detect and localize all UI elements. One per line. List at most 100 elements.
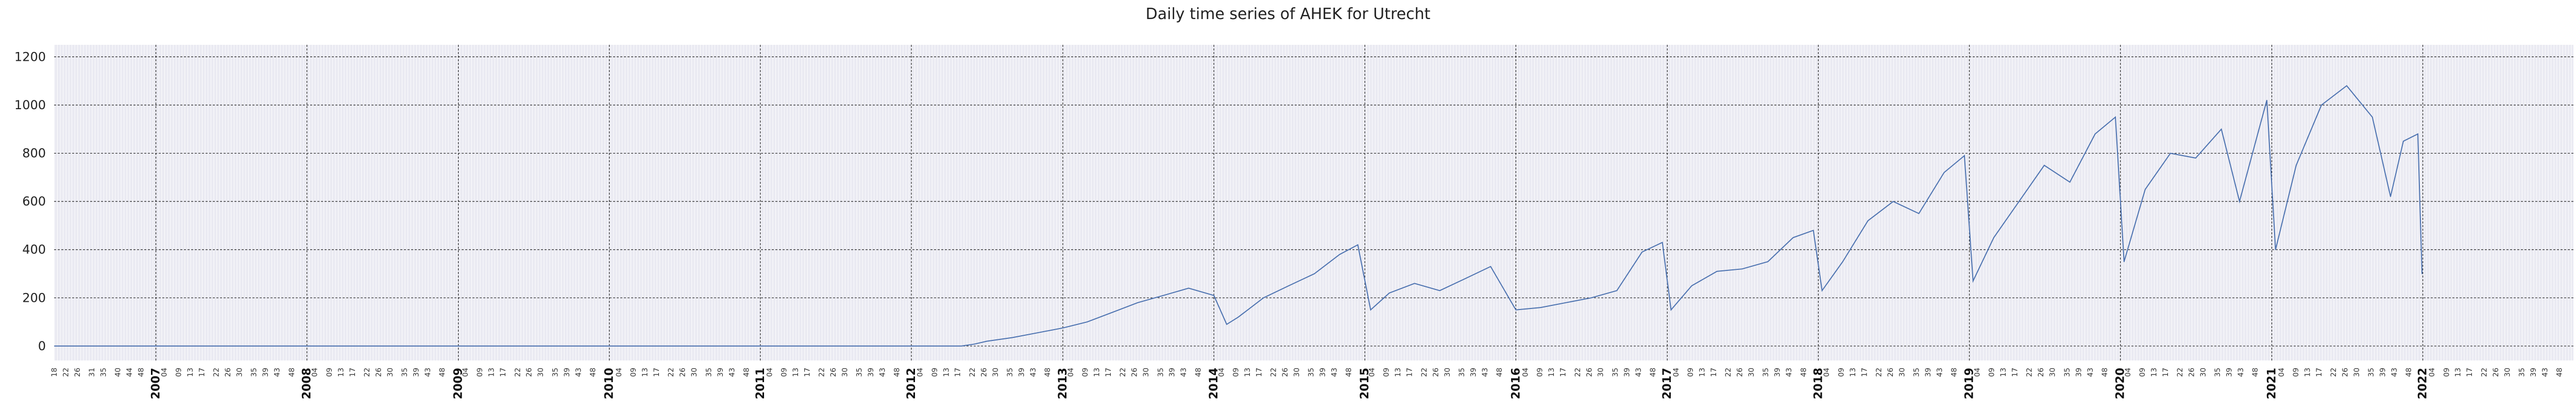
data-point bbox=[1964, 155, 1965, 157]
week-tick-label: 09 bbox=[2139, 368, 2147, 377]
week-tick-label: 17 bbox=[1560, 368, 1568, 377]
week-tick-label: 48 bbox=[2251, 368, 2260, 377]
week-tick-label: 09 bbox=[1988, 368, 1996, 377]
week-tick-label: 39 bbox=[2379, 368, 2387, 377]
week-tick-label: 17 bbox=[803, 368, 811, 377]
week-tick-label: 22 bbox=[2330, 368, 2338, 377]
week-tick-label: 17 bbox=[2466, 368, 2474, 377]
data-point bbox=[2296, 165, 2297, 166]
week-tick-label: 35 bbox=[551, 368, 560, 377]
week-tick-label: 43 bbox=[2541, 368, 2549, 377]
week-tick-label: 43 bbox=[1029, 368, 1038, 377]
data-point bbox=[2195, 158, 2196, 159]
y-tick-label: 1200 bbox=[14, 49, 46, 64]
week-tick-label: 39 bbox=[413, 368, 421, 377]
data-point bbox=[1370, 309, 1371, 311]
week-tick-label: 22 bbox=[1724, 368, 1733, 377]
week-tick-label: 48 bbox=[2101, 368, 2109, 377]
data-point bbox=[2019, 201, 2020, 202]
data-point bbox=[986, 340, 987, 342]
week-tick-label: 35 bbox=[2063, 368, 2072, 377]
week-tick-label: 35 bbox=[250, 368, 259, 377]
week-tick-label: 17 bbox=[1406, 368, 1414, 377]
week-tick-label: 35 bbox=[99, 368, 108, 377]
week-tick-label: 04 bbox=[1368, 368, 1377, 377]
week-tick-label: 26 bbox=[980, 368, 988, 377]
week-tick-label: 09 bbox=[630, 368, 638, 377]
data-point bbox=[1943, 172, 1945, 173]
data-point bbox=[2417, 133, 2418, 134]
week-tick-label: 31 bbox=[88, 368, 96, 377]
week-tick-label: 48 bbox=[1649, 368, 1657, 377]
week-tick-label: 13 bbox=[187, 368, 195, 377]
data-point bbox=[2094, 133, 2096, 134]
year-tick-label: 2015 bbox=[1359, 368, 1371, 399]
week-tick-label: 26 bbox=[375, 368, 383, 377]
week-tick-label: 39 bbox=[262, 368, 270, 377]
week-tick-label: 17 bbox=[198, 368, 207, 377]
week-tick-label: 39 bbox=[1774, 368, 1782, 377]
week-tick-label: 30 bbox=[1748, 368, 1756, 377]
week-tick-label: 13 bbox=[488, 368, 496, 377]
week-tick-label: 39 bbox=[1623, 368, 1631, 377]
week-tick-label: 09 bbox=[931, 368, 939, 377]
week-tick-label: 17 bbox=[954, 368, 962, 377]
week-tick-label: 04 bbox=[1217, 368, 1226, 377]
data-point bbox=[961, 346, 962, 347]
week-tick-label: 43 bbox=[2237, 368, 2245, 377]
week-tick-label: 43 bbox=[1481, 368, 1489, 377]
week-tick-label: 39 bbox=[2075, 368, 2083, 377]
data-point bbox=[1892, 201, 1894, 202]
week-tick-label: 30 bbox=[2049, 368, 2057, 377]
week-tick-label: 35 bbox=[1913, 368, 1921, 377]
week-tick-label: 35 bbox=[705, 368, 713, 377]
week-tick-label: 39 bbox=[717, 368, 725, 377]
week-tick-label: 22 bbox=[2026, 368, 2034, 377]
week-tick-label: 13 bbox=[2150, 368, 2158, 377]
week-tick-label: 30 bbox=[1142, 368, 1150, 377]
week-tick-label: 04 bbox=[2278, 368, 2286, 377]
week-tick-label: 22 bbox=[1119, 368, 1127, 377]
week-tick-label: 35 bbox=[1308, 368, 1316, 377]
week-tick-label: 22 bbox=[514, 368, 522, 377]
week-tick-label: 43 bbox=[424, 368, 432, 377]
plot-area bbox=[54, 45, 2573, 360]
data-point bbox=[2170, 152, 2171, 154]
data-point bbox=[1288, 285, 1290, 286]
week-tick-label: 26 bbox=[1281, 368, 1290, 377]
week-tick-label: 26 bbox=[679, 368, 687, 377]
data-point bbox=[2266, 99, 2267, 101]
week-tick-label: 39 bbox=[2530, 368, 2538, 377]
year-tick-label: 2007 bbox=[150, 368, 163, 399]
week-tick-label: 48 bbox=[1044, 368, 1052, 377]
data-point bbox=[1716, 271, 1718, 272]
year-tick-label: 2011 bbox=[754, 368, 767, 399]
week-tick-label: 04 bbox=[1067, 368, 1075, 377]
data-point bbox=[1812, 230, 1814, 231]
week-tick-label: 04 bbox=[1672, 368, 1681, 377]
week-tick-label: 17 bbox=[1255, 368, 1263, 377]
year-tick-label: 2012 bbox=[905, 368, 918, 399]
week-tick-label: 39 bbox=[2226, 368, 2234, 377]
data-point bbox=[54, 346, 55, 347]
year-tick-label: 2021 bbox=[2266, 368, 2279, 399]
week-tick-label: 43 bbox=[1331, 368, 1339, 377]
week-tick-label: 13 bbox=[1699, 368, 1707, 377]
week-tick-label: 17 bbox=[349, 368, 357, 377]
week-tick-label: 26 bbox=[829, 368, 838, 377]
week-tick-label: 35 bbox=[1157, 368, 1165, 377]
week-tick-label: 43 bbox=[274, 368, 282, 377]
data-point bbox=[2239, 201, 2240, 202]
data-point bbox=[1263, 297, 1264, 299]
data-point bbox=[1792, 237, 1794, 238]
week-tick-label: 22 bbox=[1420, 368, 1429, 377]
data-point bbox=[1741, 268, 1743, 269]
data-point bbox=[1388, 293, 1390, 294]
week-tick-label: 09 bbox=[476, 368, 484, 377]
data-point bbox=[1465, 278, 1466, 279]
week-tick-label: 30 bbox=[537, 368, 545, 377]
data-point bbox=[2069, 181, 2071, 183]
data-point bbox=[1226, 324, 1227, 325]
week-tick-label: 48 bbox=[1345, 368, 1353, 377]
